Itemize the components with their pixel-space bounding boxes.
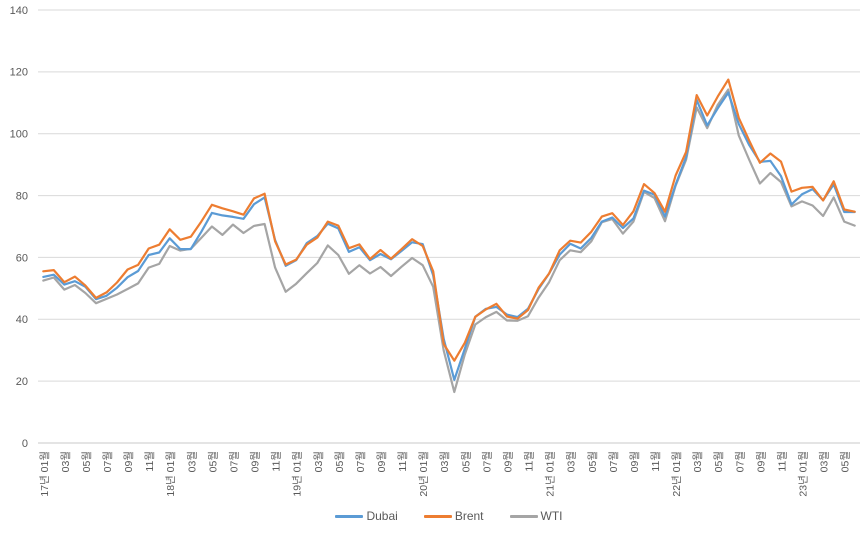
x-tick-label: 23년 01월 xyxy=(798,451,810,497)
x-tick-label: 05월 xyxy=(207,451,219,472)
x-tick-label: 07월 xyxy=(102,451,114,472)
x-tick-label: 09월 xyxy=(755,451,767,472)
x-tick-label: 07월 xyxy=(734,451,746,472)
x-tick-label: 05월 xyxy=(460,451,472,472)
y-axis-tick-labels: 0 20 40 60 80 100 120 140 xyxy=(10,5,28,450)
x-tick-label: 05월 xyxy=(840,451,852,472)
y-tick-label: 60 xyxy=(16,252,28,264)
x-tick-label: 09월 xyxy=(502,451,514,472)
x-tick-label: 11월 xyxy=(397,451,409,472)
x-tick-label: 09월 xyxy=(629,451,641,472)
x-tick-label: 09월 xyxy=(250,451,262,472)
legend-item-wti[interactable]: WTI xyxy=(509,509,563,523)
y-tick-label: 40 xyxy=(16,314,28,326)
y-tick-label: 120 xyxy=(10,67,28,79)
series-line-dubai xyxy=(42,91,856,381)
series-line-brent xyxy=(42,78,856,362)
x-tick-label: 03월 xyxy=(566,451,578,472)
y-tick-label: 100 xyxy=(10,129,28,141)
legend-line-swatch-wti xyxy=(509,514,538,518)
legend-line-swatch-brent xyxy=(423,514,452,518)
x-tick-label: 18년 01월 xyxy=(165,451,177,497)
x-tick-label: 05월 xyxy=(334,451,346,472)
x-tick-label: 05월 xyxy=(587,451,599,472)
legend-line-swatch-dubai xyxy=(335,514,364,518)
y-tick-label: 0 xyxy=(22,438,28,450)
x-tick-label: 11월 xyxy=(271,451,283,472)
legend-label: WTI xyxy=(540,509,563,523)
x-tick-label: 22년 01월 xyxy=(671,451,683,497)
x-tick-label: 07월 xyxy=(355,451,367,472)
legend-label: Dubai xyxy=(366,509,398,523)
x-tick-label: 09월 xyxy=(123,451,135,472)
x-tick-label: 11월 xyxy=(144,451,156,472)
x-tick-label: 17년 01월 xyxy=(39,451,51,497)
x-tick-label: 05월 xyxy=(713,451,725,472)
x-tick-label: 03월 xyxy=(186,451,198,472)
series-lines xyxy=(42,78,856,394)
x-tick-label: 03월 xyxy=(313,451,325,472)
x-tick-label: 20년 01월 xyxy=(418,451,430,497)
x-tick-label: 05월 xyxy=(81,451,93,472)
x-tick-label: 11월 xyxy=(650,451,662,472)
legend-label: Brent xyxy=(454,509,484,523)
x-tick-label: 03월 xyxy=(692,451,704,472)
x-tick-label: 03월 xyxy=(60,451,72,472)
y-tick-label: 20 xyxy=(16,376,28,388)
x-tick-label: 03월 xyxy=(819,451,831,472)
legend-item-dubai[interactable]: Dubai xyxy=(335,509,398,523)
y-tick-label: 80 xyxy=(16,190,28,202)
y-tick-label: 140 xyxy=(10,5,28,17)
x-tick-label: 11월 xyxy=(776,451,788,472)
x-axis-tick-labels: 17년 01월 03월 05월 07월 09월 11월 18년 01월 03월 05월 07월 09… xyxy=(39,451,852,497)
x-tick-label: 07월 xyxy=(481,451,493,472)
x-tick-label: 07월 xyxy=(228,451,240,472)
x-tick-label: 21년 01월 xyxy=(545,451,557,497)
x-tick-label: 09월 xyxy=(376,451,388,472)
x-tick-label: 19년 01월 xyxy=(292,451,304,497)
gridlines xyxy=(38,9,860,444)
chart-legend: Dubai Brent WTI xyxy=(38,510,860,522)
x-tick-label: 11월 xyxy=(524,451,536,472)
x-tick-label: 07월 xyxy=(608,451,620,472)
legend-item-brent[interactable]: Brent xyxy=(423,509,484,523)
x-tick-label: 03월 xyxy=(439,451,451,472)
series-line-wti xyxy=(42,88,856,394)
